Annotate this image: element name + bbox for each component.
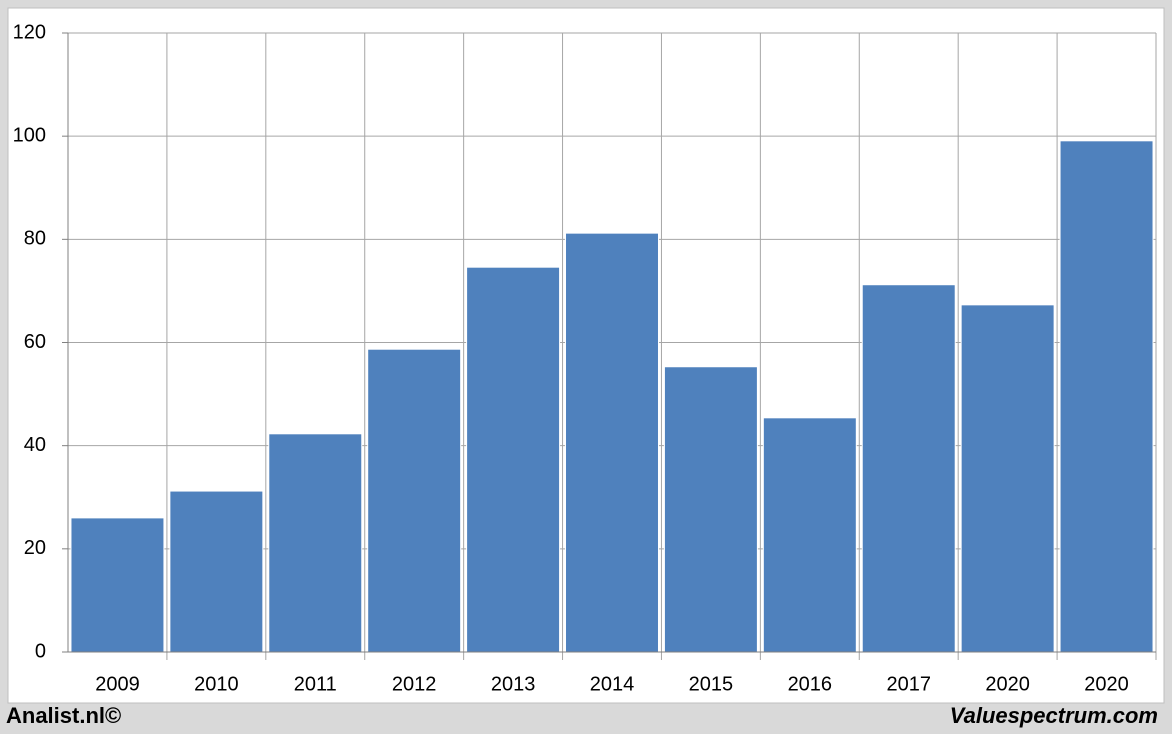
y-tick-label: 40 bbox=[24, 434, 46, 456]
y-tick-label: 100 bbox=[13, 124, 46, 146]
y-tick-label: 60 bbox=[24, 331, 46, 353]
bar bbox=[762, 417, 857, 653]
footer-right: Valuespectrum.com bbox=[950, 703, 1158, 728]
y-tick-label: 20 bbox=[24, 537, 46, 559]
x-tick-label: 2011 bbox=[294, 673, 337, 695]
x-tick-label: 2020 bbox=[985, 673, 1030, 695]
x-tick-label: 2020 bbox=[1084, 673, 1129, 695]
x-tick-label: 2014 bbox=[590, 673, 635, 695]
x-tick-label: 2009 bbox=[95, 673, 140, 695]
footer-left: Analist.nl© bbox=[6, 703, 121, 728]
x-tick-label: 2015 bbox=[689, 673, 734, 695]
x-tick-label: 2012 bbox=[392, 673, 437, 695]
bar bbox=[960, 304, 1055, 653]
bar bbox=[169, 490, 264, 653]
bar bbox=[70, 517, 165, 653]
y-tick-label: 80 bbox=[24, 228, 46, 250]
x-tick-label: 2010 bbox=[194, 673, 239, 695]
bar bbox=[268, 433, 363, 653]
x-tick-label: 2013 bbox=[491, 673, 536, 695]
bar bbox=[1059, 140, 1154, 653]
bar bbox=[466, 266, 561, 653]
x-tick-label: 2016 bbox=[788, 673, 833, 695]
bar bbox=[565, 232, 659, 653]
y-tick-label: 0 bbox=[35, 640, 46, 662]
bar bbox=[663, 366, 758, 653]
bar bbox=[861, 284, 956, 653]
x-tick-label: 2017 bbox=[886, 673, 931, 695]
bar bbox=[367, 348, 462, 653]
y-tick-label: 120 bbox=[13, 21, 46, 43]
